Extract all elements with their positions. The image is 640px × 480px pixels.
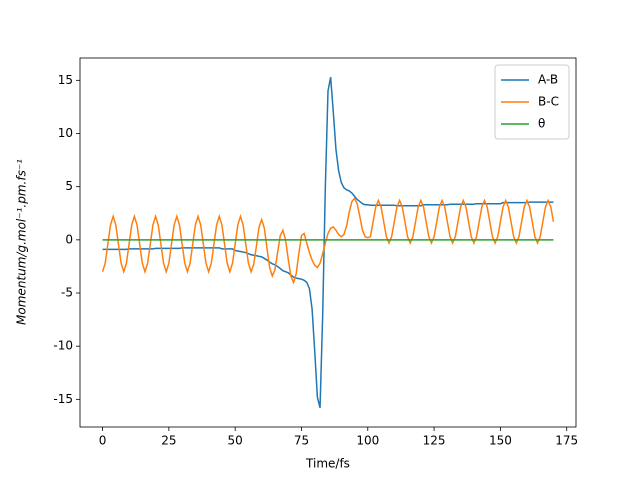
x-axis-label: Time/fs	[305, 457, 350, 471]
y-axis-label: Momentum/g.mol⁻¹.pm.fs⁻¹	[15, 159, 29, 325]
legend-label: B-C	[538, 95, 559, 109]
legend-label: θ	[538, 117, 545, 131]
y-tick-label: 10	[58, 126, 73, 140]
x-tick-label: 125	[423, 434, 446, 448]
y-tick-label: -10	[53, 339, 73, 353]
legend-box	[494, 64, 570, 140]
y-tick-label: 0	[65, 232, 73, 246]
legend-label: A-B	[538, 73, 558, 87]
y-tick-label: 15	[58, 73, 73, 87]
x-tick-label: 75	[294, 434, 309, 448]
series-line	[102, 76, 554, 409]
x-tick-label: 100	[356, 434, 379, 448]
series-line	[101, 197, 555, 285]
y-tick-label: -5	[61, 286, 73, 300]
x-tick-label: 25	[161, 434, 176, 448]
x-tick-label: 150	[489, 434, 512, 448]
x-tick-label: 175	[555, 434, 578, 448]
y-tick-label: -15	[53, 392, 73, 406]
x-tick-label: 50	[228, 434, 243, 448]
y-tick-label: 5	[65, 179, 73, 193]
axes-frame	[79, 57, 577, 428]
x-tick-label: 0	[99, 434, 107, 448]
